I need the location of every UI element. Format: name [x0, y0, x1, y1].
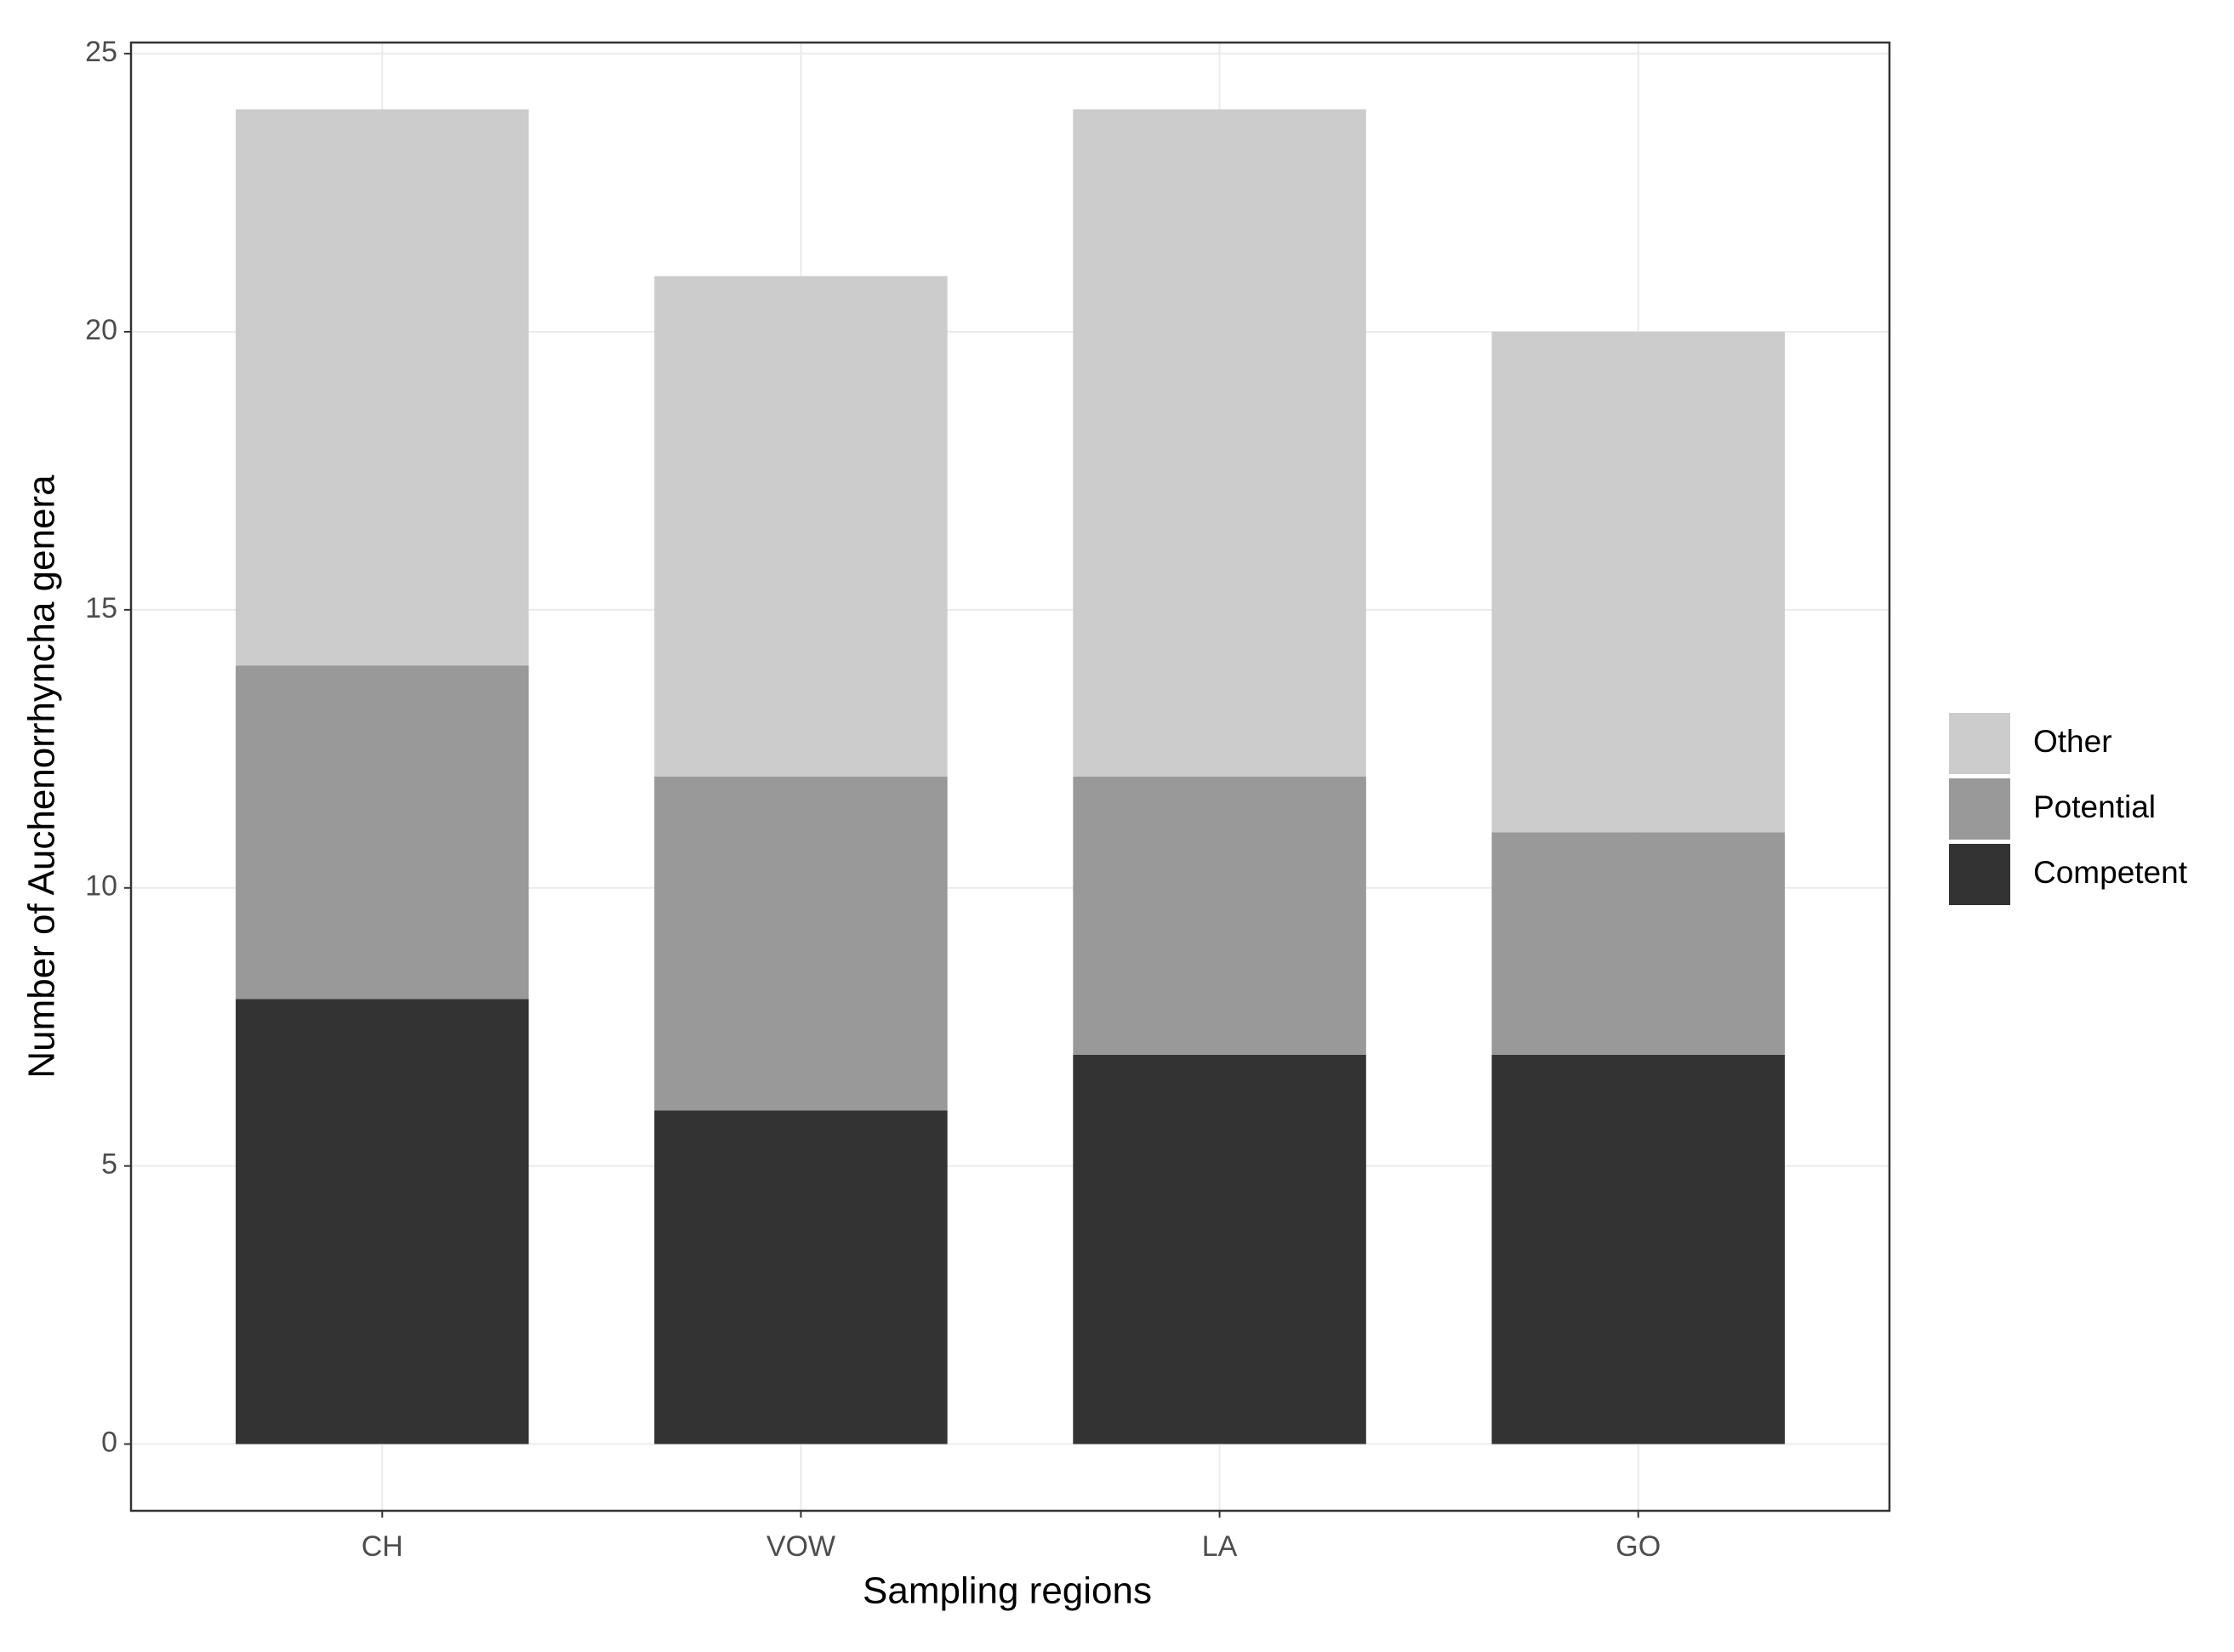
legend-key: [1949, 778, 2010, 840]
bar-segment: [236, 109, 529, 666]
bar-segment: [236, 665, 529, 1000]
legend-key: [1949, 713, 2010, 774]
bar-segment: [1491, 1054, 1785, 1444]
bar-segment: [1073, 109, 1366, 778]
x-tick-label: CH: [362, 1530, 403, 1563]
y-tick-label: 5: [101, 1148, 117, 1181]
x-axis-title: Sampling regions: [863, 1570, 1152, 1612]
bar-segment: [1491, 331, 1785, 833]
y-tick-label: 15: [85, 592, 117, 624]
y-axis-title: Number of Auchenorrhyncha genera: [21, 475, 63, 1079]
bar-segment: [654, 276, 948, 777]
x-tick-label: GO: [1616, 1530, 1661, 1563]
y-tick-label: 25: [85, 36, 117, 68]
y-tick-label: 20: [85, 314, 117, 346]
legend-label: Potential: [2033, 789, 2156, 824]
panel-border: [129, 41, 1891, 1512]
legend-key: [1949, 844, 2010, 905]
bar-segment: [654, 1110, 948, 1444]
legend-label: Competent: [2033, 855, 2188, 890]
x-tick-label: VOW: [767, 1530, 835, 1563]
legend-label: Other: [2033, 724, 2112, 759]
bar-segment: [654, 777, 948, 1111]
y-tick-label: 10: [85, 870, 117, 903]
y-tick-label: 0: [101, 1427, 117, 1459]
bar-segment: [1491, 832, 1785, 1055]
bar-segment: [236, 999, 529, 1444]
bar-segment: [1073, 777, 1366, 1055]
bar-segment: [1073, 1054, 1366, 1444]
x-tick-label: LA: [1202, 1530, 1238, 1563]
